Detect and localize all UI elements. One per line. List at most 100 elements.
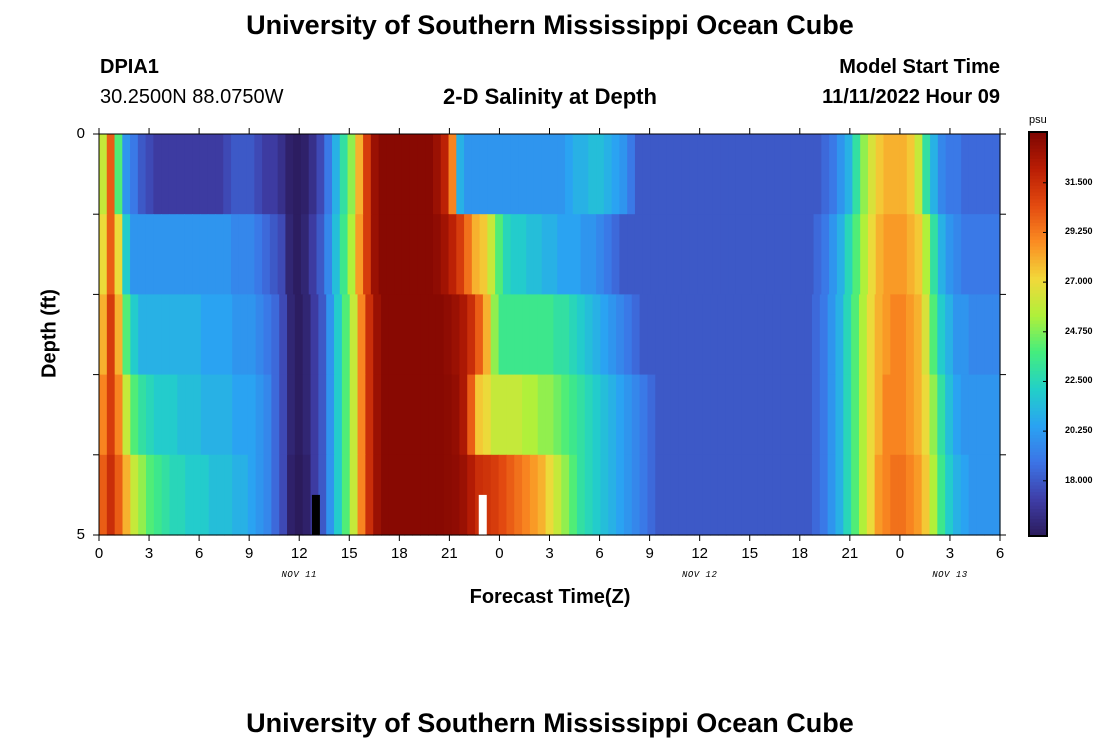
- heatmap-cell: [891, 134, 900, 215]
- heatmap-cell: [836, 134, 846, 215]
- colorbar-unit: psu: [1029, 114, 1047, 126]
- heatmap-cell: [844, 134, 854, 215]
- colorbar-cell: [1029, 296, 1047, 301]
- heatmap-cell: [937, 294, 946, 376]
- heatmap-cell: [381, 454, 390, 536]
- heatmap-cell: [208, 374, 218, 456]
- heatmap-cell: [518, 134, 527, 215]
- heatmap-cell: [506, 374, 515, 456]
- heatmap-cell: [874, 294, 884, 376]
- heatmap-cell: [106, 214, 116, 295]
- heatmap-cell: [451, 454, 460, 536]
- heatmap-cell: [192, 214, 201, 295]
- x-tick-label: 15: [741, 545, 759, 562]
- x-tick-label: 21: [841, 545, 859, 562]
- colorbar-cell: [1029, 472, 1047, 476]
- colorbar-cell: [1029, 132, 1047, 136]
- heatmap-cell: [569, 374, 578, 456]
- colorbar-tick-label: 22.500: [1065, 375, 1093, 386]
- colorbar-cell: [1029, 428, 1047, 433]
- heatmap-cell: [914, 134, 923, 215]
- heatmap-cell: [514, 294, 523, 376]
- colorbar-cell: [1029, 505, 1047, 510]
- heatmap-cell: [518, 214, 527, 295]
- heatmap-cell: [247, 454, 257, 536]
- heatmap-cell: [561, 294, 570, 376]
- colorbar-cell: [1029, 529, 1047, 534]
- heatmap-cell: [185, 294, 194, 376]
- heatmap-cell: [914, 214, 923, 295]
- heatmap-cell: [153, 454, 163, 536]
- heatmap-cell: [396, 294, 406, 376]
- heatmap-cell: [813, 134, 822, 215]
- heatmap-cell: [976, 294, 985, 376]
- heatmap-cell: [246, 214, 255, 295]
- colorbar-tick-label: 24.750: [1065, 325, 1093, 336]
- colorbar-cell: [1029, 219, 1047, 224]
- heatmap-cell: [751, 134, 760, 215]
- colorbar-cell: [1029, 360, 1047, 365]
- heatmap-cell: [318, 294, 327, 376]
- colorbar-cell: [1029, 273, 1047, 278]
- heatmap-cell: [608, 454, 617, 536]
- colorbar-cell: [1029, 475, 1047, 480]
- heatmap-cell: [561, 374, 570, 456]
- heatmap-cell: [99, 374, 108, 456]
- heatmap-cell: [565, 134, 574, 215]
- heatmap-cell: [106, 134, 116, 215]
- colorbar-cell: [1029, 313, 1047, 318]
- heatmap-cell: [373, 294, 382, 376]
- colorbar-cell: [1029, 222, 1047, 227]
- heatmap-cell: [208, 294, 218, 376]
- heatmap-cell: [937, 374, 946, 456]
- heatmap-cell: [482, 374, 492, 456]
- station-coords: 30.2500N 88.0750W: [100, 86, 284, 108]
- heatmap-cell: [537, 374, 547, 456]
- heatmap-cell: [553, 294, 562, 376]
- heatmap-cell: [805, 134, 815, 215]
- heatmap-cell: [106, 454, 116, 536]
- heatmap-cell: [580, 134, 589, 215]
- heatmap-cell: [185, 454, 194, 536]
- heatmap-cell: [952, 294, 962, 376]
- heatmap-cell: [945, 214, 954, 295]
- heatmap-cell: [308, 134, 318, 215]
- heatmap-cell: [666, 214, 675, 295]
- heatmap-cell: [130, 134, 139, 215]
- heatmap-cell: [231, 134, 240, 215]
- heatmap-cell: [764, 374, 774, 456]
- colorbar-cell: [1029, 435, 1047, 439]
- colorbar-cell: [1029, 148, 1047, 153]
- heatmap-cell: [905, 294, 915, 376]
- heatmap-cell: [639, 454, 649, 536]
- colorbar-cell: [1029, 165, 1047, 170]
- heatmap-cell: [743, 134, 753, 215]
- heatmap-cell: [401, 214, 411, 295]
- heatmap-cell: [898, 454, 907, 536]
- heatmap-cell: [843, 454, 852, 536]
- heatmap-cell: [200, 454, 210, 536]
- colorbar-cell: [1029, 411, 1047, 416]
- heatmap-cell: [843, 374, 852, 456]
- heatmap-cell: [475, 294, 484, 376]
- heatmap-cell: [811, 454, 821, 536]
- heatmap-cell: [255, 294, 265, 376]
- heatmap-cells: [99, 134, 1001, 536]
- heatmap-cell: [99, 214, 108, 295]
- heatmap-cell: [122, 374, 131, 456]
- heatmap-cell: [363, 214, 372, 295]
- heatmap-cell: [937, 214, 947, 295]
- heatmap-cell: [370, 134, 380, 215]
- heatmap-cell: [836, 214, 846, 295]
- heatmap-cell: [420, 374, 429, 456]
- heatmap-cell: [725, 294, 735, 376]
- heatmap-cell: [169, 454, 178, 536]
- colorbar-cell: [1029, 209, 1047, 214]
- heatmap-cell: [420, 454, 429, 536]
- heatmap-cell: [805, 214, 815, 295]
- heatmap-cell: [294, 374, 304, 456]
- heatmap-cell: [435, 294, 445, 376]
- heatmap-cell: [549, 134, 558, 215]
- heatmap-cell: [448, 214, 457, 295]
- colorbar-border: [1028, 131, 1048, 537]
